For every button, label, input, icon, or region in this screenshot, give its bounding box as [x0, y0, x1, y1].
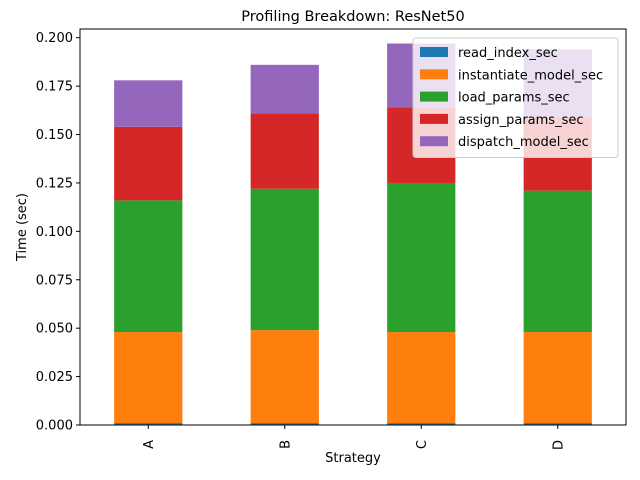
x-axis: A B C D — [142, 425, 566, 450]
bar-instantiate-model-sec-a — [114, 332, 183, 424]
bar-load-params-sec-b — [250, 188, 319, 331]
x-axis-label: Strategy — [325, 451, 381, 466]
legend-label-assign-params-sec: assign_params_sec — [458, 113, 584, 128]
legend-label-read-index-sec: read_index_sec — [458, 46, 558, 61]
legend-swatch-read-index-sec — [420, 47, 448, 57]
legend-frame — [412, 37, 619, 158]
legend-swatch-load-params-sec — [420, 91, 448, 102]
bar-dispatch-model-sec-a — [114, 80, 183, 127]
bar-instantiate-model-sec-c — [387, 332, 456, 424]
chart-title: Profiling Breakdown: ResNet50 — [241, 9, 464, 25]
legend-swatch-assign-params-sec — [420, 113, 448, 124]
bars-layer — [114, 43, 592, 425]
legend-label-instantiate-model-sec: instantiate_model_sec — [458, 68, 603, 83]
y-tick-label: 0.125 — [36, 176, 73, 191]
bar-load-params-sec-d — [523, 190, 592, 333]
y-tick-label: 0.050 — [36, 322, 73, 337]
y-tick-label: 0.200 — [36, 31, 73, 46]
y-tick-label: 0.000 — [36, 419, 73, 434]
bar-instantiate-model-sec-d — [523, 332, 592, 424]
bar-read-index-sec-a — [114, 423, 183, 425]
bar-load-params-sec-c — [387, 182, 456, 333]
bar-read-index-sec-d — [523, 423, 592, 425]
bar-read-index-sec-c — [387, 423, 456, 425]
plot-frame — [79, 28, 627, 426]
x-tick-label-c: C — [415, 440, 430, 449]
legend-label-dispatch-model-sec: dispatch_model_sec — [458, 135, 589, 150]
x-tick-label-d: D — [551, 440, 566, 450]
x-tick-label-b: B — [278, 440, 293, 449]
bar-dispatch-model-sec-b — [250, 64, 319, 114]
legend-swatch-instantiate-model-sec — [420, 69, 448, 80]
legend: read_index_sec instantiate_model_sec load_… — [412, 37, 619, 158]
y-tick-label: 0.075 — [36, 273, 73, 288]
x-tick-label-a: A — [142, 440, 157, 449]
y-tick-label: 0.100 — [36, 225, 73, 240]
legend-swatch-dispatch-model-sec — [420, 136, 448, 147]
y-tick-label: 0.025 — [36, 370, 73, 385]
bar-assign-params-sec-b — [250, 113, 319, 189]
bar-instantiate-model-sec-b — [250, 330, 319, 424]
legend-label-load-params-sec: load_params_sec — [458, 91, 570, 106]
bar-read-index-sec-b — [250, 423, 319, 425]
bar-load-params-sec-a — [114, 200, 183, 333]
y-tick-label: 0.175 — [36, 80, 73, 95]
bar-assign-params-sec-a — [114, 126, 183, 201]
y-axis-label: Time (sec) — [15, 193, 30, 262]
y-tick-label: 0.150 — [36, 128, 73, 143]
y-axis: 0.000 0.025 0.050 0.075 0.100 0.125 0.150 0.175… — [36, 31, 80, 434]
